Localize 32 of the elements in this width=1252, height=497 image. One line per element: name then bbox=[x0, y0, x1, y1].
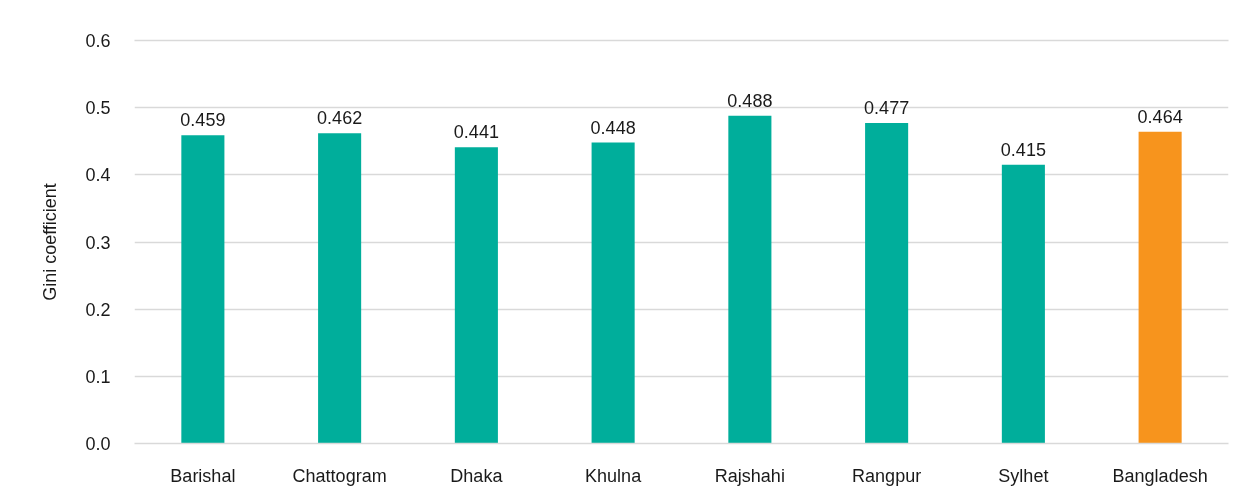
y-tick-label: 0.1 bbox=[85, 366, 111, 387]
y-tick-label: 0.4 bbox=[85, 165, 111, 186]
bar bbox=[865, 123, 909, 444]
x-tick-label: Chattogram bbox=[292, 465, 387, 486]
y-axis-title: Gini coefficient bbox=[40, 183, 61, 301]
x-tick-label: Rajshahi bbox=[714, 465, 785, 486]
bar bbox=[318, 133, 362, 444]
bar bbox=[1001, 164, 1045, 444]
data-label: 0.448 bbox=[590, 117, 636, 138]
data-label: 0.488 bbox=[727, 90, 773, 111]
data-label: 0.441 bbox=[453, 122, 499, 143]
x-tick-label: Sylhet bbox=[998, 465, 1049, 486]
y-tick-label: 0.2 bbox=[85, 299, 111, 320]
data-label: 0.477 bbox=[864, 98, 910, 119]
y-tick-label: 0.5 bbox=[85, 98, 111, 119]
y-tick-label: 0.0 bbox=[85, 434, 111, 454]
x-tick-label: Dhaka bbox=[450, 465, 504, 486]
y-tick-label: 0.3 bbox=[85, 232, 111, 253]
bar bbox=[728, 115, 772, 444]
bar bbox=[454, 147, 498, 444]
x-tick-label: Khulna bbox=[585, 465, 643, 486]
bar bbox=[181, 135, 225, 444]
data-label: 0.415 bbox=[1000, 139, 1046, 160]
data-label: 0.464 bbox=[1137, 106, 1183, 127]
data-label: 0.459 bbox=[180, 110, 226, 131]
bar bbox=[1138, 131, 1182, 444]
y-tick-label: 0.6 bbox=[85, 31, 111, 51]
x-tick-label: Rangpur bbox=[852, 465, 922, 486]
x-tick-label: Bangladesh bbox=[1112, 465, 1208, 486]
bar bbox=[591, 142, 635, 444]
x-tick-label: Barishal bbox=[170, 465, 236, 486]
data-label: 0.462 bbox=[317, 108, 363, 129]
